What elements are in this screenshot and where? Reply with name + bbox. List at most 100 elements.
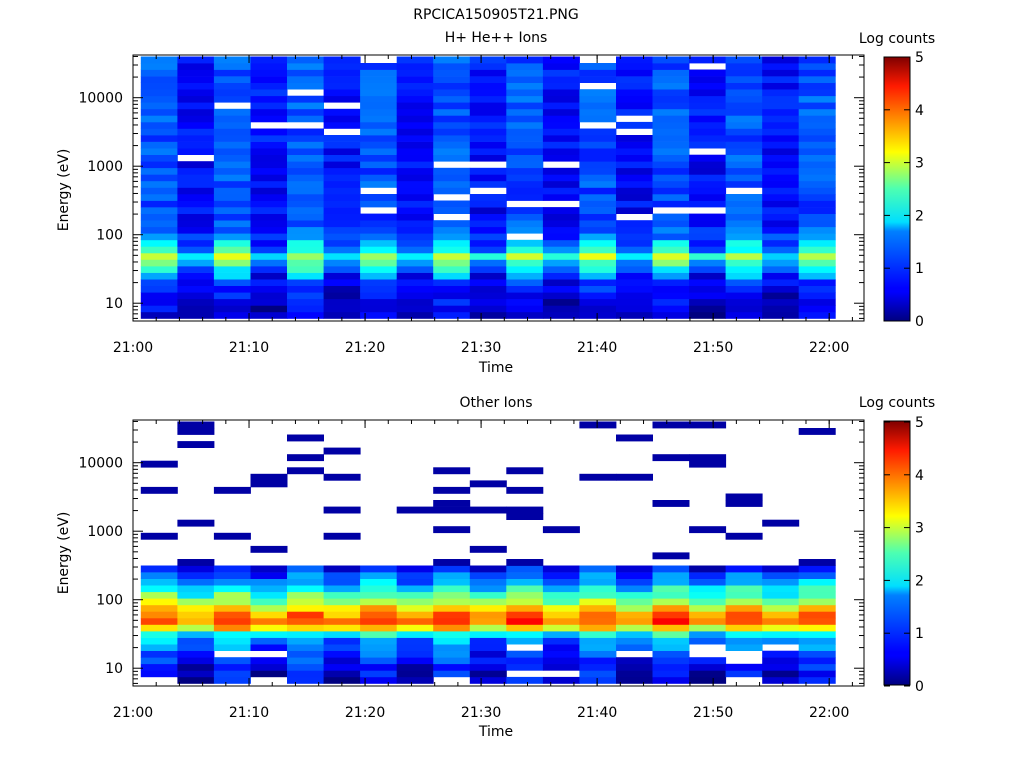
heatmap-cell xyxy=(542,279,580,286)
heatmap-cell xyxy=(725,532,763,540)
heatmap-cell xyxy=(725,207,763,214)
heatmap-cell xyxy=(689,285,727,293)
heatmap-cell xyxy=(433,631,471,638)
heatmap-cell xyxy=(725,259,763,267)
heatmap-cell xyxy=(725,82,763,90)
heatmap-cell xyxy=(652,82,690,90)
heatmap-cell xyxy=(616,572,653,579)
heatmap-cell xyxy=(542,95,580,103)
heatmap-cell xyxy=(323,63,361,70)
heatmap-cell xyxy=(689,246,727,254)
heatmap-cell xyxy=(689,69,727,77)
heatmap-cell xyxy=(542,194,580,201)
heatmap-cell xyxy=(177,252,215,260)
heatmap-cell xyxy=(177,421,215,429)
heatmap-cell xyxy=(469,480,507,488)
heatmap-cell xyxy=(396,663,434,671)
heatmap-cell xyxy=(396,506,434,514)
heatmap-cell xyxy=(287,434,324,442)
heatmap-cell xyxy=(213,624,251,632)
heatmap-cell xyxy=(798,279,836,286)
heatmap-cell xyxy=(140,298,178,306)
heatmap-cell xyxy=(177,233,215,241)
heatmap-cell xyxy=(725,200,763,208)
heatmap-cell xyxy=(506,657,544,665)
heatmap-cell xyxy=(469,121,507,129)
heatmap-cell xyxy=(689,657,727,665)
heatmap-cell xyxy=(579,141,617,149)
heatmap-cell xyxy=(323,617,361,625)
heatmap-cell xyxy=(250,598,288,606)
heatmap-cell xyxy=(762,617,800,625)
heatmap-cell xyxy=(433,200,471,208)
heatmap-cell xyxy=(542,220,580,228)
heatmap-cell xyxy=(469,565,507,573)
heatmap-cell xyxy=(433,598,471,606)
heatmap-cell xyxy=(469,305,507,313)
heatmap-cell xyxy=(287,572,324,579)
heatmap-cell xyxy=(140,226,178,234)
heatmap-cell xyxy=(213,486,251,494)
heatmap-cell xyxy=(433,82,471,90)
heatmap-cell xyxy=(140,213,178,221)
heatmap-cell xyxy=(506,167,544,175)
heatmap-cell xyxy=(213,121,251,129)
heatmap-cell xyxy=(506,311,544,319)
heatmap-cell xyxy=(798,644,836,651)
heatmap-cell xyxy=(360,565,398,573)
heatmap-cell xyxy=(140,63,178,70)
heatmap-cell xyxy=(506,292,544,300)
heatmap-cell xyxy=(396,644,434,651)
heatmap-cell xyxy=(689,298,727,306)
heatmap-cell xyxy=(250,657,288,665)
heatmap-cell xyxy=(323,259,361,267)
heatmap-cell xyxy=(469,69,507,77)
heatmap-cell xyxy=(469,650,507,658)
heatmap-cell xyxy=(323,76,361,83)
heatmap-cell xyxy=(250,663,288,671)
heatmap-cell xyxy=(250,207,288,214)
heatmap-cell xyxy=(542,108,580,116)
heatmap-cell xyxy=(177,128,215,136)
x-tick-label: 21:40 xyxy=(577,340,617,356)
heatmap-cell xyxy=(177,266,215,273)
heatmap-cell xyxy=(140,565,178,573)
heatmap-cell xyxy=(652,565,690,573)
heatmap-cell xyxy=(360,200,398,208)
heatmap-cell xyxy=(579,591,617,599)
heatmap-cell xyxy=(433,657,471,665)
heatmap-cell xyxy=(542,154,580,162)
heatmap-cell xyxy=(616,233,653,241)
heatmap-cell xyxy=(177,135,215,142)
heatmap-cell xyxy=(250,259,288,267)
heatmap-cell xyxy=(323,285,361,293)
heatmap-cell xyxy=(762,305,800,313)
heatmap-cell xyxy=(542,624,580,632)
heatmap-cell xyxy=(433,500,471,507)
heatmap-cell xyxy=(542,565,580,573)
heatmap-cell xyxy=(762,298,800,306)
heatmap-cell xyxy=(323,154,361,162)
heatmap-cell xyxy=(250,305,288,313)
plot-frame-1 xyxy=(132,54,865,322)
heatmap-cell xyxy=(506,148,544,155)
heatmap-cell xyxy=(798,617,836,625)
heatmap-cell xyxy=(689,108,727,116)
heatmap-cell xyxy=(396,200,434,208)
heatmap-cell xyxy=(469,624,507,632)
heatmap-cell xyxy=(177,519,215,527)
heatmap-cell xyxy=(579,154,617,162)
heatmap-cell xyxy=(725,624,763,632)
heatmap-cell xyxy=(652,617,690,625)
heatmap-cell xyxy=(287,141,324,149)
heatmap-cell xyxy=(798,657,836,665)
heatmap-cell xyxy=(616,207,653,214)
heatmap-cell xyxy=(287,56,324,64)
heatmap-cell xyxy=(506,298,544,306)
heatmap-cell xyxy=(469,617,507,625)
heatmap-cell xyxy=(579,421,617,429)
chart-title-1: H+ He++ Ions xyxy=(445,30,548,46)
heatmap-cell xyxy=(762,650,800,658)
heatmap-cell xyxy=(506,631,544,638)
heatmap-cell xyxy=(725,298,763,306)
